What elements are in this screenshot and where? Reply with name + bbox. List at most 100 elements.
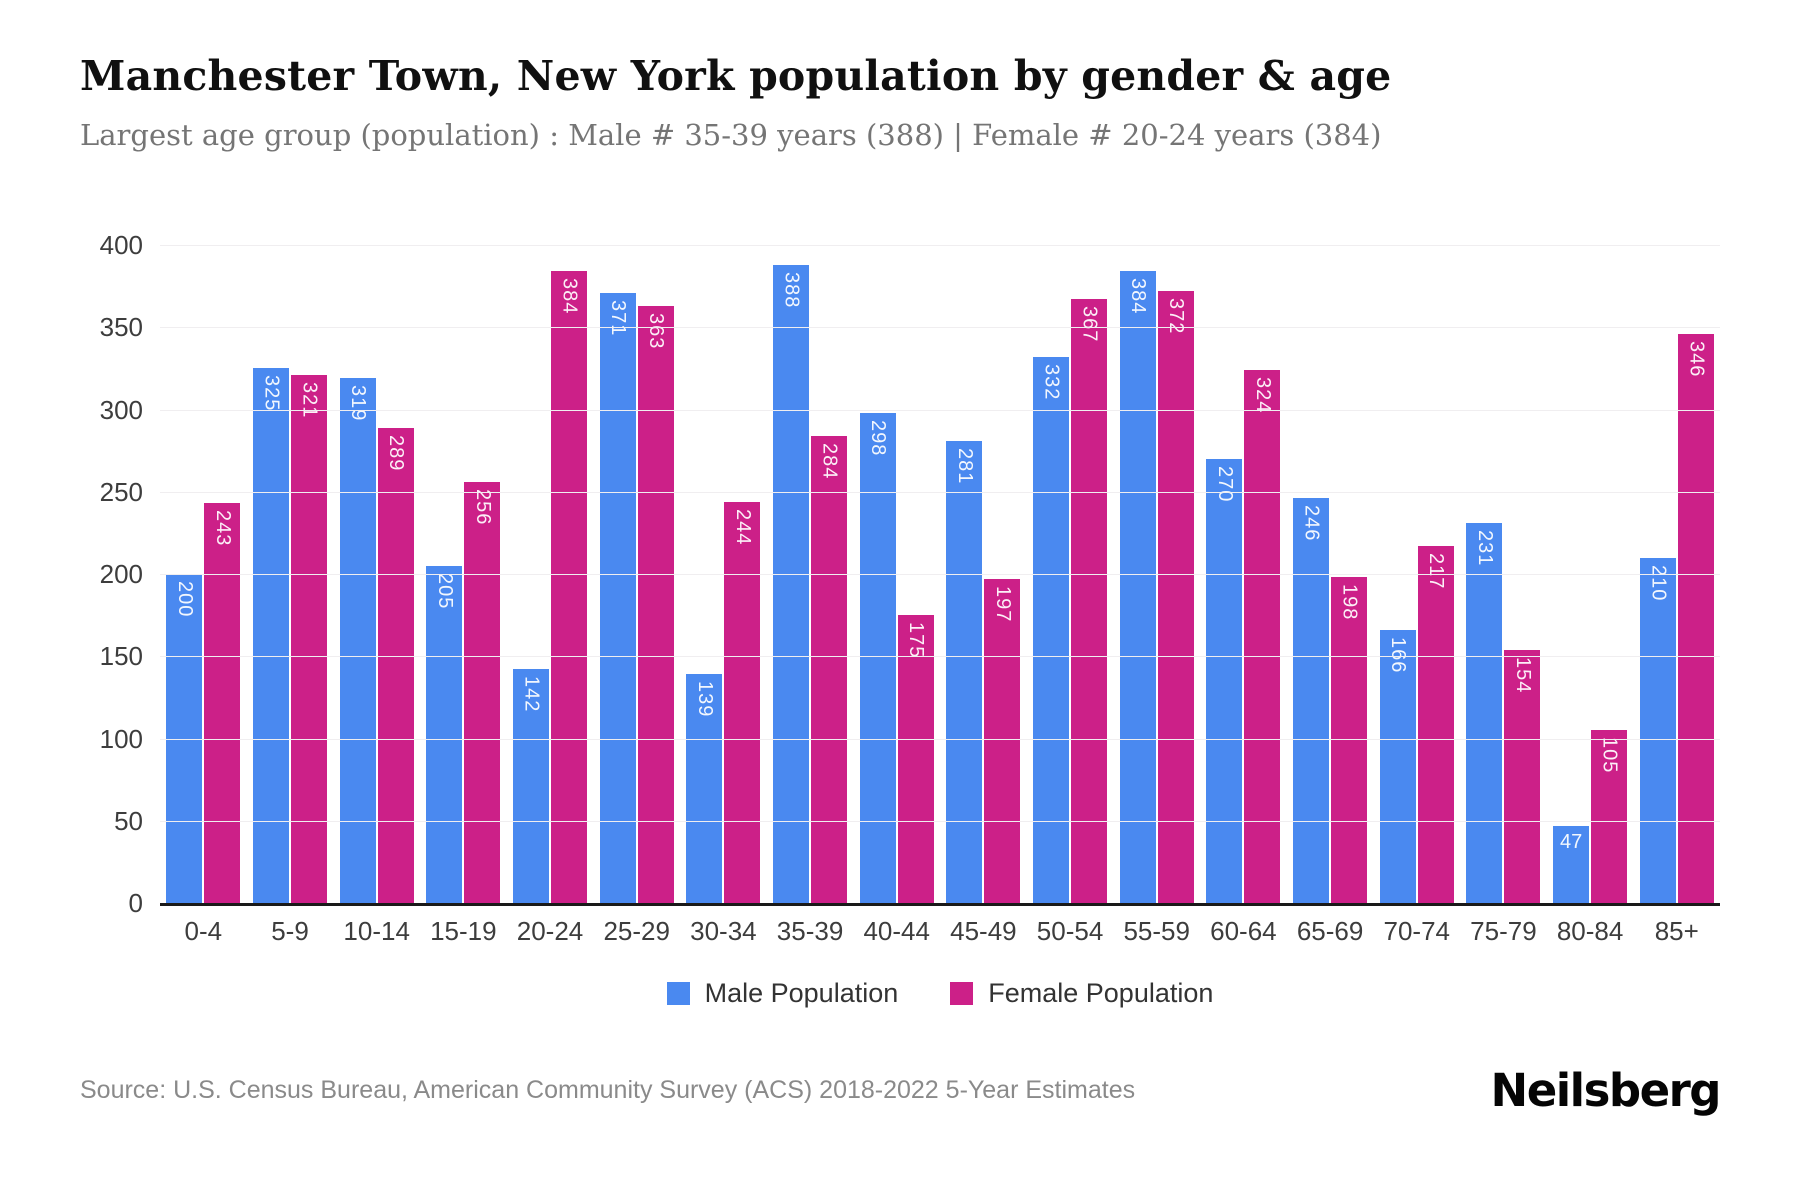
bar-value-label: 154 bbox=[1511, 656, 1534, 694]
y-tick-label: 350 bbox=[99, 312, 143, 343]
bar-group-25-29: 371 363 bbox=[593, 292, 680, 903]
female-bar-0-4: 243 bbox=[204, 503, 241, 903]
female-bar-60-64: 324 bbox=[1244, 370, 1281, 903]
legend-label: Female Population bbox=[988, 978, 1214, 1008]
plot-area: 200 243 325 321 319 289 205 256 142 384 371 363 139 2… bbox=[100, 230, 1720, 918]
bar-value-label: 332 bbox=[1040, 363, 1063, 401]
bar-value-label: 281 bbox=[953, 447, 976, 485]
bar-value-label: 166 bbox=[1387, 636, 1410, 674]
y-tick-label: 100 bbox=[99, 723, 143, 754]
female-bar-75-79: 154 bbox=[1504, 649, 1541, 903]
bar-group-0-4: 200 243 bbox=[160, 503, 247, 903]
bar-value-label: 139 bbox=[693, 681, 716, 718]
x-tick-label-75-79: 75-79 bbox=[1470, 916, 1537, 946]
gridline bbox=[160, 656, 1720, 658]
male-bar-45-49: 281 bbox=[946, 440, 983, 903]
male-bar-20-24: 142 bbox=[513, 669, 550, 903]
x-tick-label-45-49: 45-49 bbox=[950, 916, 1017, 946]
x-tick-label-55-59: 55-59 bbox=[1123, 916, 1190, 946]
x-tick-label-60-64: 60-64 bbox=[1210, 916, 1277, 946]
legend: Male Population Female Population bbox=[160, 978, 1720, 1009]
bar-group-45-49: 281 197 bbox=[940, 440, 1027, 903]
female-bar-10-14: 289 bbox=[377, 427, 414, 903]
brand-logo: Neilsberg bbox=[1490, 1063, 1722, 1117]
x-tick-label-30-34: 30-34 bbox=[690, 916, 757, 946]
bar-group-80-84: 47 105 bbox=[1547, 730, 1634, 903]
bar-groups: 200 243 325 321 319 289 205 256 142 384 371 363 139 2… bbox=[160, 245, 1720, 903]
bar-value-label: 244 bbox=[731, 508, 754, 545]
bar-group-35-39: 388 284 bbox=[767, 264, 854, 903]
female-bar-15-19: 256 bbox=[464, 481, 501, 903]
gridline bbox=[160, 574, 1720, 575]
bar-value-label: 270 bbox=[1213, 465, 1236, 503]
male-bar-25-29: 371 bbox=[599, 292, 636, 903]
bar-group-20-24: 142 384 bbox=[507, 271, 594, 903]
female-bar-65-69: 198 bbox=[1331, 577, 1368, 903]
bar-group-40-44: 298 175 bbox=[853, 412, 940, 903]
bar-value-label: 319 bbox=[347, 385, 370, 422]
bar-value-label: 371 bbox=[607, 299, 630, 337]
male-bar-5-9: 325 bbox=[253, 368, 289, 903]
bar-value-label: 321 bbox=[298, 381, 321, 419]
bar-value-label: 105 bbox=[1598, 737, 1621, 774]
y-tick-label: 300 bbox=[99, 394, 143, 425]
female-bar-20-24: 384 bbox=[551, 271, 588, 903]
bar-group-85+: 210 346 bbox=[1633, 333, 1720, 903]
bar-group-55-59: 384 372 bbox=[1113, 271, 1200, 903]
x-tick-label-25-29: 25-29 bbox=[603, 916, 670, 946]
female-bar-80-84: 105 bbox=[1591, 730, 1628, 903]
legend-label: Male Population bbox=[704, 978, 899, 1008]
bar-group-60-64: 270 324 bbox=[1200, 370, 1287, 903]
source-note: Source: U.S. Census Bureau, American Com… bbox=[80, 1075, 1136, 1104]
bar-group-50-54: 332 367 bbox=[1027, 299, 1114, 903]
x-tick-label-70-74: 70-74 bbox=[1383, 916, 1450, 946]
y-tick-label: 200 bbox=[99, 559, 143, 589]
gridline bbox=[160, 820, 1720, 822]
female-bar-40-44: 175 bbox=[897, 615, 934, 903]
bar-value-label: 346 bbox=[1685, 340, 1708, 378]
bar-value-label: 363 bbox=[645, 312, 668, 350]
bar-value-label: 47 bbox=[1559, 830, 1583, 853]
bar-value-label: 384 bbox=[1127, 278, 1150, 315]
footer: Source: U.S. Census Bureau, American Com… bbox=[80, 1055, 1722, 1125]
x-tick-label-15-19: 15-19 bbox=[430, 916, 497, 946]
bar-value-label: 367 bbox=[1078, 306, 1101, 343]
bar-value-label: 210 bbox=[1647, 564, 1670, 601]
bar-value-label: 289 bbox=[385, 434, 408, 471]
y-tick-label: 0 bbox=[128, 888, 143, 918]
male-bar-15-19: 205 bbox=[426, 565, 463, 903]
bar-value-label: 384 bbox=[558, 278, 581, 315]
x-tick-label-40-44: 40-44 bbox=[863, 916, 930, 946]
bar-group-15-19: 205 256 bbox=[420, 481, 507, 903]
x-tick-label-5-9: 5-9 bbox=[271, 916, 309, 946]
male-bar-80-84: 47 bbox=[1553, 825, 1590, 903]
male-bar-50-54: 332 bbox=[1033, 356, 1070, 903]
legend-item: Female Population bbox=[950, 978, 1213, 1009]
male-bar-10-14: 319 bbox=[339, 378, 376, 903]
x-tick-label-85+: 85+ bbox=[1654, 916, 1699, 946]
female-bar-5-9: 321 bbox=[291, 374, 327, 903]
bar-value-label: 200 bbox=[173, 581, 196, 618]
male-bar-70-74: 166 bbox=[1379, 629, 1416, 903]
bar-value-label: 324 bbox=[1251, 377, 1274, 414]
gridline bbox=[160, 245, 1720, 246]
x-axis-labels: 0-4 5-9 10-14 15-19 20-24 25-29 30-34 35-39 40-4… bbox=[160, 916, 1720, 947]
bar-value-label: 217 bbox=[1425, 553, 1448, 590]
bar-value-label: 325 bbox=[260, 375, 283, 412]
female-bar-45-49: 197 bbox=[984, 578, 1021, 903]
x-tick-label-50-54: 50-54 bbox=[1036, 916, 1104, 946]
x-tick-label-20-24: 20-24 bbox=[516, 916, 584, 946]
legend-item: Male Population bbox=[666, 978, 899, 1009]
bar-value-label: 197 bbox=[991, 585, 1014, 623]
male-bar-30-34: 139 bbox=[686, 674, 723, 903]
gridline bbox=[160, 409, 1720, 411]
chart-title: Manchester Town, New York population by … bbox=[80, 52, 1392, 100]
y-tick-label: 250 bbox=[99, 476, 143, 507]
y-tick-label: 50 bbox=[114, 805, 143, 836]
gridline bbox=[160, 491, 1720, 493]
gridline bbox=[160, 327, 1720, 329]
bar-value-label: 175 bbox=[905, 622, 928, 659]
male-bar-60-64: 270 bbox=[1206, 458, 1243, 903]
gridline bbox=[160, 738, 1720, 740]
